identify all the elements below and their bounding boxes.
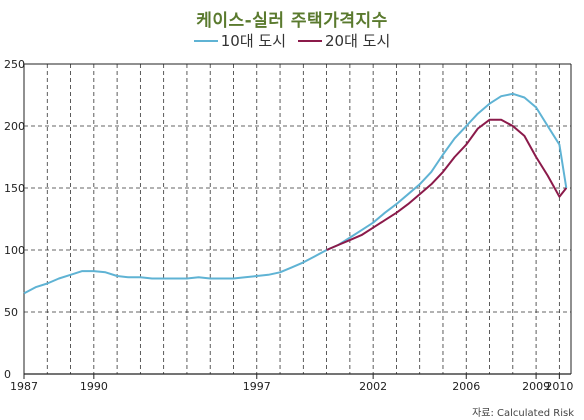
source-note: 자료: Calculated Risk	[472, 408, 574, 419]
y-tick-label: 200	[4, 120, 25, 133]
x-tick-label: 1990	[80, 380, 108, 393]
x-tick-label: 2002	[359, 380, 387, 393]
series-line-20-city	[326, 118, 568, 251]
y-tick-label: 100	[4, 244, 25, 257]
legend-item-20-city: 20대 도시	[298, 30, 390, 51]
y-tick-label: 50	[4, 306, 18, 319]
y-tick-label: 250	[4, 58, 25, 71]
x-tick-label: 2010	[545, 380, 573, 393]
x-tick-label: 1997	[243, 380, 271, 393]
x-tick-label: 2009	[522, 380, 550, 393]
legend-label-20-city: 20대 도시	[325, 32, 391, 50]
legend-item-10-city: 10대 도시	[193, 30, 286, 51]
x-tick-label: 2006	[452, 380, 480, 393]
legend-swatch-10-city	[193, 39, 218, 42]
legend-swatch-20-city	[298, 39, 322, 42]
series-line-10-city	[23, 92, 568, 295]
legend: 10대 도시 20대 도시	[0, 30, 584, 51]
y-tick-label: 150	[4, 182, 25, 195]
legend-label-10-city: 10대 도시	[220, 32, 286, 50]
chart-title: 케이스-실러 주택가격지수	[196, 11, 388, 31]
y-tick-label: 0	[4, 368, 11, 381]
x-tick-label: 1987	[10, 380, 38, 393]
